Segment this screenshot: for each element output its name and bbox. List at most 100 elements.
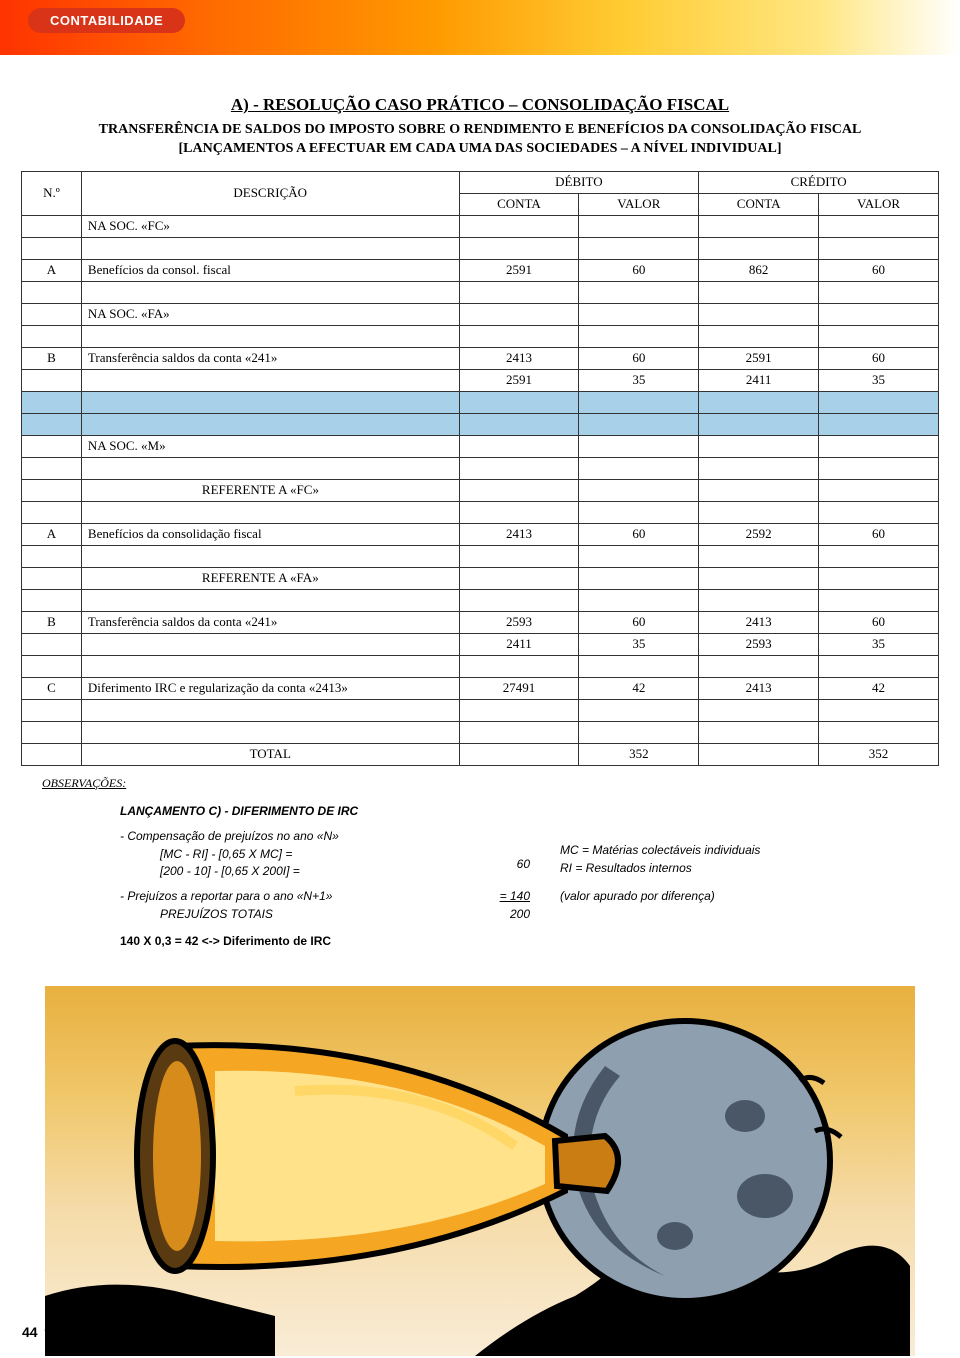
table-cell bbox=[81, 413, 459, 435]
table-cell bbox=[699, 457, 819, 479]
table-cell bbox=[819, 413, 939, 435]
page-content: A) - RESOLUÇÃO CASO PRÁTICO – CONSOLIDAÇ… bbox=[0, 55, 960, 1356]
table-row: REFERENTE A «FA» bbox=[22, 567, 939, 589]
table-cell: NA SOC. «FC» bbox=[81, 215, 459, 237]
table-cell bbox=[699, 325, 819, 347]
table-cell: 862 bbox=[699, 259, 819, 281]
table-cell bbox=[22, 369, 82, 391]
table-cell bbox=[579, 567, 699, 589]
table-cell bbox=[579, 479, 699, 501]
table-cell: 2591 bbox=[459, 259, 579, 281]
table-cell bbox=[819, 435, 939, 457]
th-credito: CRÉDITO bbox=[699, 171, 939, 193]
table-row: 259135241135 bbox=[22, 369, 939, 391]
subtitle-line2: [LANÇAMENTOS A EFECTUAR EM CADA UMA DAS … bbox=[179, 141, 782, 156]
table-cell bbox=[81, 501, 459, 523]
table-cell bbox=[819, 567, 939, 589]
table-cell bbox=[819, 281, 939, 303]
prej-vals: = 140 200 bbox=[450, 888, 530, 923]
comp1: - Compensação de prejuízos no ano «N» bbox=[120, 829, 339, 843]
observations-label: OBSERVAÇÕES: bbox=[42, 776, 940, 791]
table-cell bbox=[81, 633, 459, 655]
table-cell bbox=[459, 655, 579, 677]
table-row bbox=[22, 545, 939, 567]
th-deb-valor: VALOR bbox=[579, 193, 699, 215]
prej2: PREJUÍZOS TOTAIS bbox=[120, 907, 273, 921]
table-cell: 35 bbox=[819, 633, 939, 655]
section-tag: CONTABILIDADE bbox=[28, 8, 185, 33]
table-cell bbox=[22, 589, 82, 611]
table-cell bbox=[459, 391, 579, 413]
comp2: [MC - RI] - [0,65 X MC] = bbox=[120, 847, 292, 861]
table-cell bbox=[579, 413, 699, 435]
table-cell bbox=[699, 545, 819, 567]
table-cell bbox=[699, 479, 819, 501]
table-cell bbox=[22, 501, 82, 523]
table-cell bbox=[81, 391, 459, 413]
table-cell: NA SOC. «FA» bbox=[81, 303, 459, 325]
table-cell: TOTAL bbox=[81, 743, 459, 765]
table-cell: 60 bbox=[819, 523, 939, 545]
table-cell bbox=[22, 567, 82, 589]
table-cell bbox=[22, 237, 82, 259]
table-cell bbox=[699, 699, 819, 721]
table-cell bbox=[699, 281, 819, 303]
table-header-row1: N.º DESCRIÇÃO DÉBITO CRÉDITO bbox=[22, 171, 939, 193]
table-cell bbox=[459, 589, 579, 611]
table-cell bbox=[579, 303, 699, 325]
table-cell bbox=[579, 457, 699, 479]
table-cell bbox=[459, 325, 579, 347]
table-cell bbox=[579, 281, 699, 303]
table-cell bbox=[699, 501, 819, 523]
table-cell: 60 bbox=[819, 611, 939, 633]
table-cell bbox=[22, 479, 82, 501]
table-cell bbox=[459, 215, 579, 237]
table-cell: 60 bbox=[819, 259, 939, 281]
table-cell bbox=[579, 589, 699, 611]
table-cell bbox=[819, 545, 939, 567]
table-cell bbox=[579, 435, 699, 457]
table-cell bbox=[459, 501, 579, 523]
table-row: NA SOC. «FA» bbox=[22, 303, 939, 325]
table-cell bbox=[579, 325, 699, 347]
table-cell bbox=[579, 545, 699, 567]
table-row: NA SOC. «FC» bbox=[22, 215, 939, 237]
table-cell: 60 bbox=[579, 523, 699, 545]
table-cell: 42 bbox=[819, 677, 939, 699]
notes-final: 140 X 0,3 = 42 <-> Diferimento de IRC bbox=[120, 933, 940, 950]
page-subtitle: TRANSFERÊNCIA DE SALDOS DO IMPOSTO SOBRE… bbox=[20, 121, 940, 159]
table-row bbox=[22, 699, 939, 721]
table-cell: Diferimento IRC e regularização da conta… bbox=[81, 677, 459, 699]
table-cell bbox=[819, 325, 939, 347]
th-cre-conta: CONTA bbox=[699, 193, 819, 215]
table-cell bbox=[579, 655, 699, 677]
table-cell bbox=[819, 391, 939, 413]
table-cell bbox=[579, 237, 699, 259]
table-cell bbox=[81, 237, 459, 259]
table-cell bbox=[699, 391, 819, 413]
table-cell bbox=[459, 721, 579, 743]
footer-issue: n.º 10 Janeiro 2001 bbox=[71, 1328, 166, 1340]
table-row: BTransferência saldos da conta «241»2593… bbox=[22, 611, 939, 633]
table-row: 241135259335 bbox=[22, 633, 939, 655]
footer-mag: TOC bbox=[45, 1328, 68, 1340]
prej-val1: = 140 bbox=[500, 889, 530, 903]
table-cell: B bbox=[22, 347, 82, 369]
comp-val: 60 bbox=[450, 828, 530, 873]
legend2: RI = Resultados internos bbox=[560, 861, 692, 875]
table-row: ABenefícios da consolidação fiscal241360… bbox=[22, 523, 939, 545]
table-cell: 2411 bbox=[459, 633, 579, 655]
notes-comp-text: - Compensação de prejuízos no ano «N» [M… bbox=[120, 828, 420, 880]
table-cell bbox=[81, 721, 459, 743]
table-cell bbox=[459, 457, 579, 479]
table-row bbox=[22, 589, 939, 611]
table-cell bbox=[579, 215, 699, 237]
table-cell bbox=[81, 281, 459, 303]
table-cell: 2411 bbox=[699, 369, 819, 391]
table-cell bbox=[459, 545, 579, 567]
table-cell bbox=[22, 457, 82, 479]
table-cell: 2413 bbox=[699, 677, 819, 699]
table-cell bbox=[819, 501, 939, 523]
table-cell: A bbox=[22, 523, 82, 545]
table-row: REFERENTE A «FC» bbox=[22, 479, 939, 501]
